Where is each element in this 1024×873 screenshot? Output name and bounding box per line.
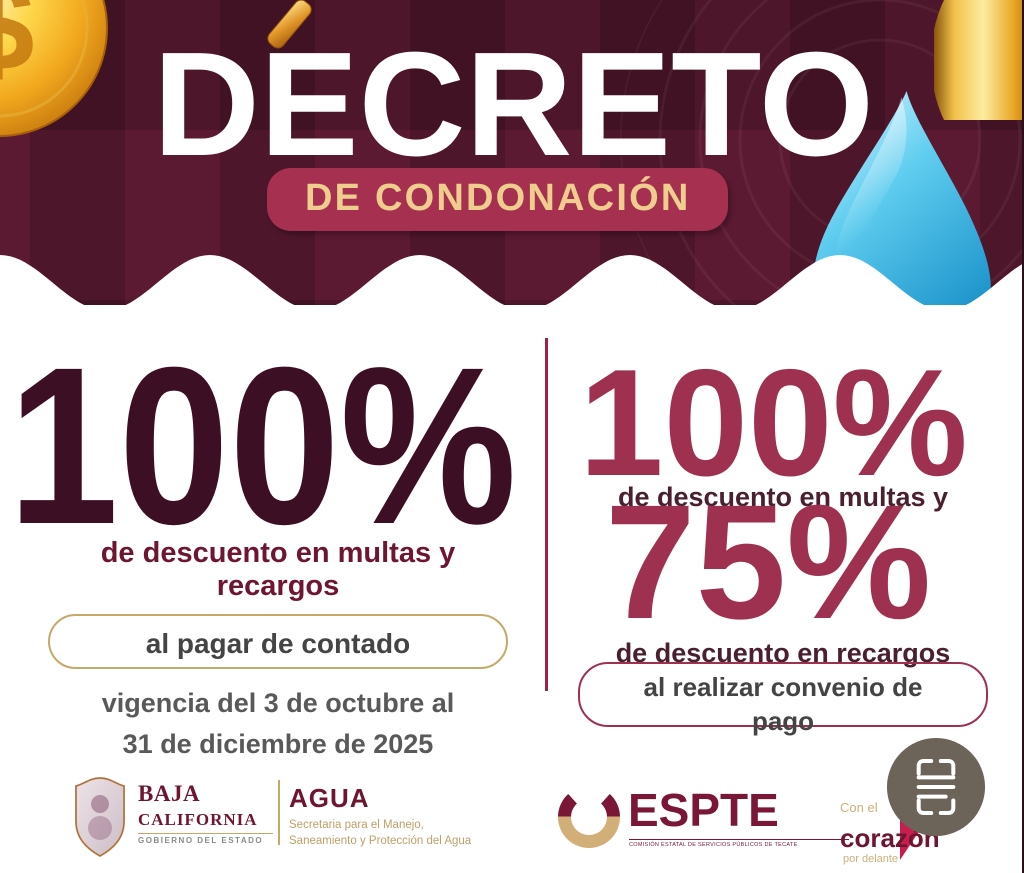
svg-text:$: $ <box>0 0 35 98</box>
